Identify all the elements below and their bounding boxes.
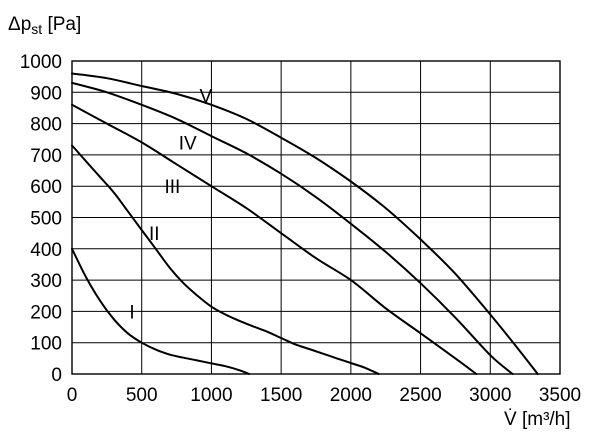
y-tick-label: 900 — [30, 83, 62, 104]
x-tick-label: 1500 — [260, 385, 302, 406]
curves — [71, 72, 539, 375]
grid — [71, 60, 561, 375]
x-tick-label: 0 — [67, 385, 78, 406]
curve-label-II: II — [149, 224, 160, 245]
curve-label-III: III — [164, 177, 180, 198]
x-tick-labels: 0 500 1000 1500 2000 2500 3000 3500 — [67, 385, 581, 406]
y-tick-label: 200 — [30, 302, 62, 323]
x-tick-label: 1000 — [190, 385, 232, 406]
y-tick-label: 300 — [30, 271, 62, 292]
y-tick-label: 500 — [30, 209, 62, 230]
x-tick-label: 2000 — [330, 385, 372, 406]
curve-I — [71, 247, 251, 375]
y-tick-label: 100 — [30, 334, 62, 355]
curve-label-V: V — [200, 86, 213, 107]
curve-V — [71, 72, 539, 375]
y-tick-label: 700 — [30, 146, 62, 167]
x-tick-label: 3500 — [539, 385, 581, 406]
plot-frame — [71, 60, 561, 375]
curve-label-I: I — [129, 302, 134, 323]
y-tick-label: 800 — [30, 115, 62, 136]
y-axis-label: Δpst [Pa] — [8, 14, 81, 37]
y-tick-label: 400 — [30, 240, 62, 261]
y-tick-label: 600 — [30, 177, 62, 198]
x-axis-label: V̇ [m³/h] — [504, 409, 571, 430]
curve-IV — [71, 81, 514, 375]
curve-II — [71, 144, 380, 375]
x-tick-label: 500 — [126, 385, 158, 406]
y-tick-label: 0 — [51, 365, 62, 386]
y-tick-label: 1000 — [20, 52, 62, 73]
x-tick-label: 2500 — [399, 385, 441, 406]
y-tick-labels: 0 100 200 300 400 500 600 700 800 900 1000 — [20, 52, 62, 386]
curve-label-IV: IV — [179, 133, 197, 154]
x-tick-label: 3000 — [469, 385, 511, 406]
curve-III — [71, 103, 478, 375]
